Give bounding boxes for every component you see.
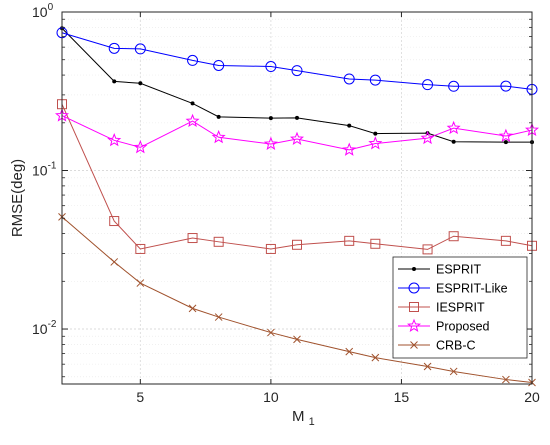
data-point-iesprit: [448, 231, 459, 242]
data-point-esprit-like: [422, 79, 434, 91]
data-point-iesprit: [370, 238, 381, 249]
legend-label: ESPRIT-Like: [436, 282, 508, 296]
legend-item-iesprit: IESPRIT: [398, 301, 485, 315]
legend-label: Proposed: [436, 320, 490, 334]
data-point-esprit-like: [369, 74, 381, 86]
data-point-esprit: [503, 140, 508, 145]
x-axis-label-main: M: [292, 408, 305, 425]
series-crb-c: [58, 213, 536, 387]
data-point-proposed: [263, 136, 278, 150]
data-point-proposed: [342, 142, 357, 156]
data-point-proposed: [420, 130, 435, 145]
data-point-iesprit: [187, 233, 198, 244]
data-point-crb-c: [371, 353, 380, 362]
data-point-esprit-like: [500, 80, 512, 92]
data-point-crb-c: [449, 367, 458, 376]
plot-frame: [61, 11, 533, 385]
data-point-esprit-like: [343, 73, 355, 85]
data-point-crb-c: [110, 258, 119, 266]
data-point-crb-c: [293, 335, 301, 344]
legend-label: CRB-C: [436, 339, 476, 353]
data-point-proposed: [498, 128, 513, 142]
data-point-crb-c: [502, 375, 510, 384]
data-point-proposed: [185, 113, 200, 128]
series-esprit-like: [56, 27, 538, 95]
data-point-esprit: [268, 116, 273, 121]
x-axis-label-subscript: 1: [309, 416, 315, 428]
data-point-iesprit: [344, 235, 355, 246]
data-point-crb-c: [423, 362, 432, 371]
legend: ESPRIT ESPRIT-Like IESPRIT Proposed CRB-C: [392, 256, 528, 359]
data-point-proposed: [107, 132, 122, 147]
legend-swatch-marker: [412, 267, 416, 271]
legend-label: ESPRIT: [436, 263, 482, 277]
data-point-proposed: [133, 139, 148, 154]
data-point-esprit-like: [291, 65, 303, 77]
data-point-crb-c: [188, 304, 197, 313]
x-tick-label: 15: [394, 389, 410, 405]
data-point-crb-c: [267, 328, 275, 337]
data-point-esprit: [347, 123, 352, 128]
data-point-esprit: [451, 139, 456, 144]
legend-item-esprit: ESPRIT: [398, 263, 482, 277]
x-tick-label: 10: [263, 389, 279, 405]
data-point-esprit-like: [265, 61, 277, 73]
series-line-iesprit: [61, 104, 533, 250]
data-point-iesprit: [265, 243, 276, 254]
data-point-esprit-like: [108, 42, 120, 54]
data-point-esprit-like: [448, 80, 460, 92]
legend-swatch-marker: [406, 318, 422, 332]
data-point-proposed: [289, 131, 305, 145]
series-proposed: [54, 108, 540, 156]
data-point-esprit-like: [134, 43, 146, 55]
x-tick-label: 20: [524, 389, 540, 405]
data-point-esprit-like: [213, 59, 225, 71]
data-point-esprit-like: [187, 54, 199, 66]
legend-item-crb-c: CRB-C: [398, 339, 476, 353]
data-point-esprit: [295, 115, 299, 120]
series-line-esprit-like: [61, 32, 533, 90]
x-axis-label: M 1: [292, 408, 315, 428]
data-point-esprit: [373, 131, 378, 136]
data-point-iesprit: [213, 236, 224, 247]
legend-item-proposed: Proposed: [398, 318, 490, 334]
data-point-crb-c: [214, 313, 223, 321]
data-point-esprit: [138, 81, 143, 86]
data-point-proposed: [446, 120, 461, 135]
data-point-iesprit: [500, 235, 511, 246]
legend-swatch-marker: [408, 282, 420, 294]
y-tick-label: 10-2: [32, 319, 57, 337]
legend-item-esprit-like: ESPRIT-Like: [398, 282, 508, 296]
data-point-crb-c: [136, 279, 145, 287]
data-point-crb-c: [345, 347, 354, 356]
data-point-proposed: [211, 129, 226, 144]
series-line-proposed: [61, 115, 533, 151]
y-axis-label-text: RMSE(deg): [9, 159, 26, 237]
data-point-iesprit: [292, 239, 302, 250]
data-point-iesprit: [109, 216, 120, 227]
data-point-iesprit: [422, 244, 433, 255]
x-axis-label-text: M 1: [292, 408, 315, 428]
y-tick-label: 100: [32, 2, 54, 20]
data-point-esprit: [190, 101, 195, 106]
data-point-esprit: [112, 79, 117, 84]
legend-swatch-marker: [410, 341, 418, 349]
x-tick-label: 5: [136, 389, 144, 405]
legend-swatch-marker: [409, 302, 419, 312]
data-point-iesprit: [135, 243, 146, 254]
legend-label: IESPRIT: [436, 301, 485, 315]
y-tick-label: 10-1: [32, 161, 57, 179]
data-point-esprit: [216, 114, 221, 119]
data-point-proposed: [368, 136, 383, 150]
y-axis-label: RMSE(deg): [9, 159, 26, 237]
